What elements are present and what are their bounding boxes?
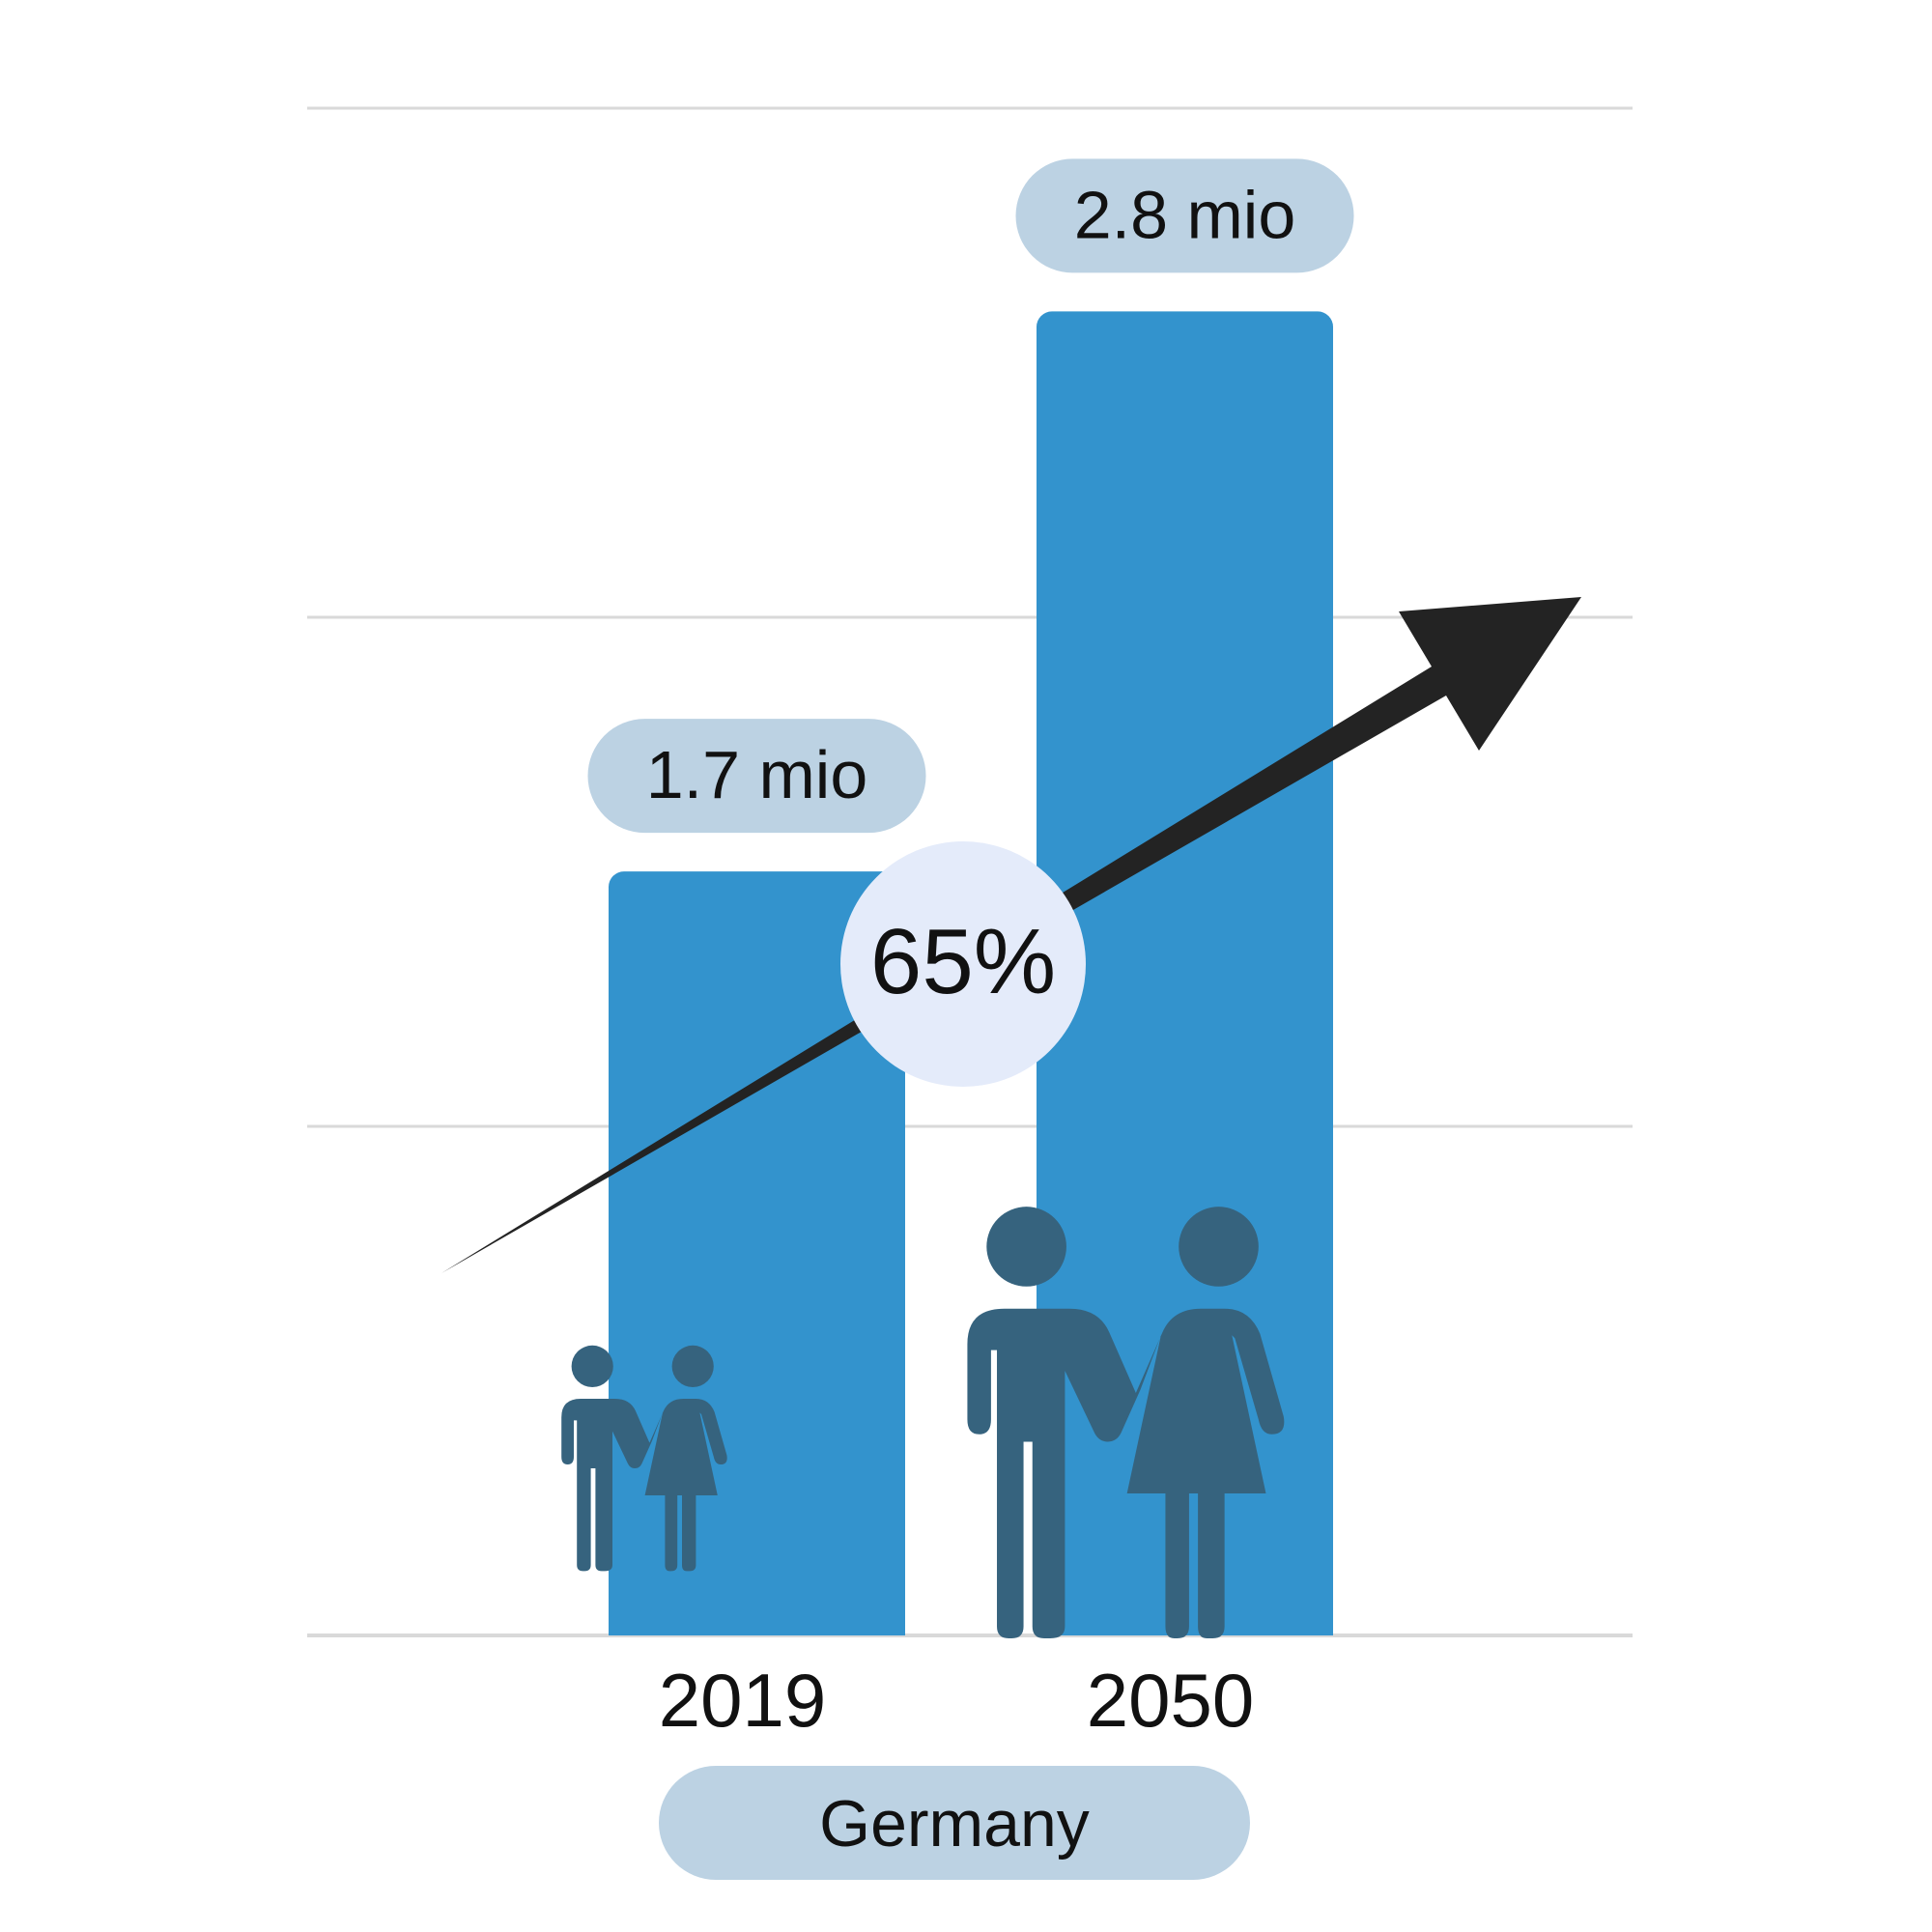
value-label-2050: 2.8 mio [1074, 177, 1296, 252]
value-label-2019: 1.7 mio [646, 737, 868, 812]
percent-badge-circle [840, 841, 1086, 1087]
gridlines [307, 106, 1633, 1637]
percent-badge-text: 65% [870, 910, 1056, 1013]
group-label-pill [659, 1766, 1250, 1880]
percent-badge: 65% [840, 841, 1086, 1087]
group-label: Germany [659, 1766, 1250, 1880]
x-tick-label-2050: 2050 [1087, 1658, 1255, 1743]
x-tick-label-2019: 2019 [659, 1658, 827, 1743]
group-label-text: Germany [819, 1787, 1090, 1861]
bar-2050 [1037, 311, 1333, 1635]
bar-base-2019 [609, 1606, 905, 1635]
value-label-pill-2050 [1015, 158, 1354, 273]
x-axis-labels: 2019 2050 [659, 1658, 1255, 1743]
value-label-pill-2019 [587, 719, 926, 834]
value-labels: 1.7 mio 2.8 mio [587, 158, 1354, 834]
